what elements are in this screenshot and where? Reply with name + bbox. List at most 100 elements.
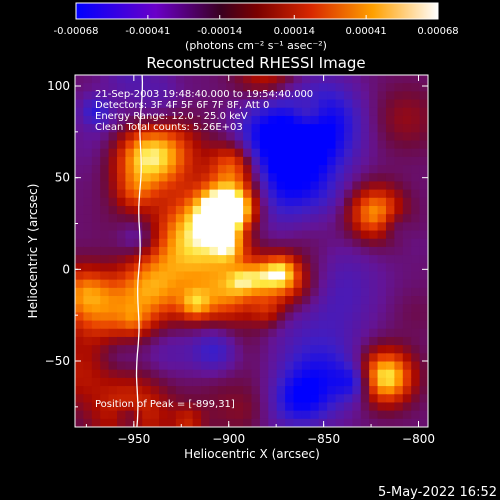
heatmap-cell — [167, 75, 177, 84]
heatmap-cell — [201, 132, 211, 142]
heatmap-cell — [226, 369, 236, 379]
heatmap-cell — [243, 115, 253, 125]
heatmap-cell — [369, 287, 379, 297]
heatmap-cell — [75, 230, 84, 240]
heatmap-cell — [411, 279, 421, 289]
heatmap-cell — [310, 132, 320, 142]
heatmap-cell — [343, 148, 353, 158]
heatmap-cell — [394, 75, 404, 84]
heatmap-cell — [175, 345, 185, 354]
heatmap-cell — [385, 165, 395, 174]
heatmap-cell — [285, 181, 295, 191]
heatmap-cell — [184, 394, 194, 404]
heatmap-cell — [142, 246, 152, 256]
heatmap-cell — [133, 165, 143, 174]
heatmap-cell — [175, 353, 185, 363]
heatmap-cell — [360, 156, 370, 166]
heatmap-cell — [352, 140, 362, 150]
heatmap-cell — [419, 377, 428, 387]
heatmap-cell — [184, 115, 194, 125]
heatmap-cell — [159, 353, 169, 363]
heatmap-cell — [268, 124, 278, 133]
heatmap-cell — [117, 304, 127, 313]
heatmap-cell — [226, 75, 236, 84]
heatmap-cell — [226, 115, 236, 125]
heatmap-cell — [133, 107, 143, 117]
heatmap-cell — [259, 410, 269, 420]
heatmap-cell — [360, 99, 370, 109]
heatmap-cell — [318, 328, 328, 338]
heatmap-cell — [293, 320, 303, 330]
heatmap-cell — [419, 279, 428, 289]
heatmap-cell — [159, 377, 169, 387]
heatmap-cell — [83, 132, 93, 142]
heatmap-cell — [192, 75, 202, 84]
heatmap-cell — [117, 345, 127, 354]
heatmap-cell — [209, 361, 219, 371]
heatmap-cell — [343, 115, 353, 125]
heatmap-cell — [377, 173, 387, 183]
heatmap-cell — [411, 394, 421, 404]
heatmap-cell — [159, 271, 169, 281]
heatmap-cell — [75, 296, 84, 305]
heatmap-cell — [310, 165, 320, 174]
heatmap-cell — [192, 140, 202, 150]
heatmap-cell — [167, 189, 177, 199]
heatmap-cell — [251, 394, 261, 404]
heatmap-cell — [201, 271, 211, 281]
heatmap-cell — [192, 279, 202, 289]
heatmap-cell — [167, 336, 177, 346]
heatmap-cell — [217, 91, 227, 101]
heatmap-cell — [327, 246, 337, 256]
heatmap-cell — [226, 287, 236, 297]
heatmap-cell — [385, 173, 395, 183]
heatmap-cell — [108, 238, 118, 248]
heatmap-cell — [91, 353, 101, 363]
heatmap-cell — [301, 361, 311, 371]
heatmap-cell — [201, 214, 211, 223]
heatmap-cell — [167, 394, 177, 404]
heatmap-cell — [385, 402, 395, 412]
heatmap-cell — [167, 353, 177, 363]
heatmap-cell — [352, 124, 362, 133]
heatmap-cell — [192, 181, 202, 191]
heatmap-cell — [100, 99, 110, 109]
heatmap-cell — [184, 336, 194, 346]
heatmap-cell — [83, 345, 93, 354]
heatmap-cell — [167, 304, 177, 313]
heatmap-cell — [243, 91, 253, 101]
heatmap-cell — [83, 91, 93, 101]
heatmap-cell — [343, 353, 353, 363]
heatmap-cell — [301, 75, 311, 84]
heatmap-cell — [251, 230, 261, 240]
heatmap-cell — [125, 336, 135, 346]
heatmap-cell — [310, 369, 320, 379]
heatmap-cell — [117, 140, 127, 150]
heatmap-cell — [251, 83, 261, 92]
heatmap-cell — [91, 312, 101, 322]
heatmap-cell — [285, 271, 295, 281]
heatmap-cell — [184, 165, 194, 174]
heatmap-cell — [108, 75, 118, 84]
heatmap-cell — [159, 124, 169, 133]
heatmap-cell — [117, 148, 127, 158]
heatmap-cell — [394, 140, 404, 150]
heatmap-cell — [226, 156, 236, 166]
heatmap-cell — [335, 336, 345, 346]
heatmap-cell — [352, 328, 362, 338]
heatmap-cell — [385, 99, 395, 109]
heatmap-cell — [159, 410, 169, 420]
heatmap-cell — [335, 197, 345, 207]
heatmap-cell — [301, 214, 311, 223]
heatmap-cell — [234, 246, 244, 256]
heatmap-cell — [75, 148, 84, 158]
heatmap-cell — [335, 140, 345, 150]
heatmap-cell — [201, 361, 211, 371]
heatmap-cell — [310, 255, 320, 264]
heatmap-cell — [394, 91, 404, 101]
heatmap-cell — [75, 369, 84, 379]
heatmap-cell — [293, 230, 303, 240]
heatmap-cell — [100, 205, 110, 215]
heatmap-cell — [259, 279, 269, 289]
heatmap-cell — [117, 271, 127, 281]
